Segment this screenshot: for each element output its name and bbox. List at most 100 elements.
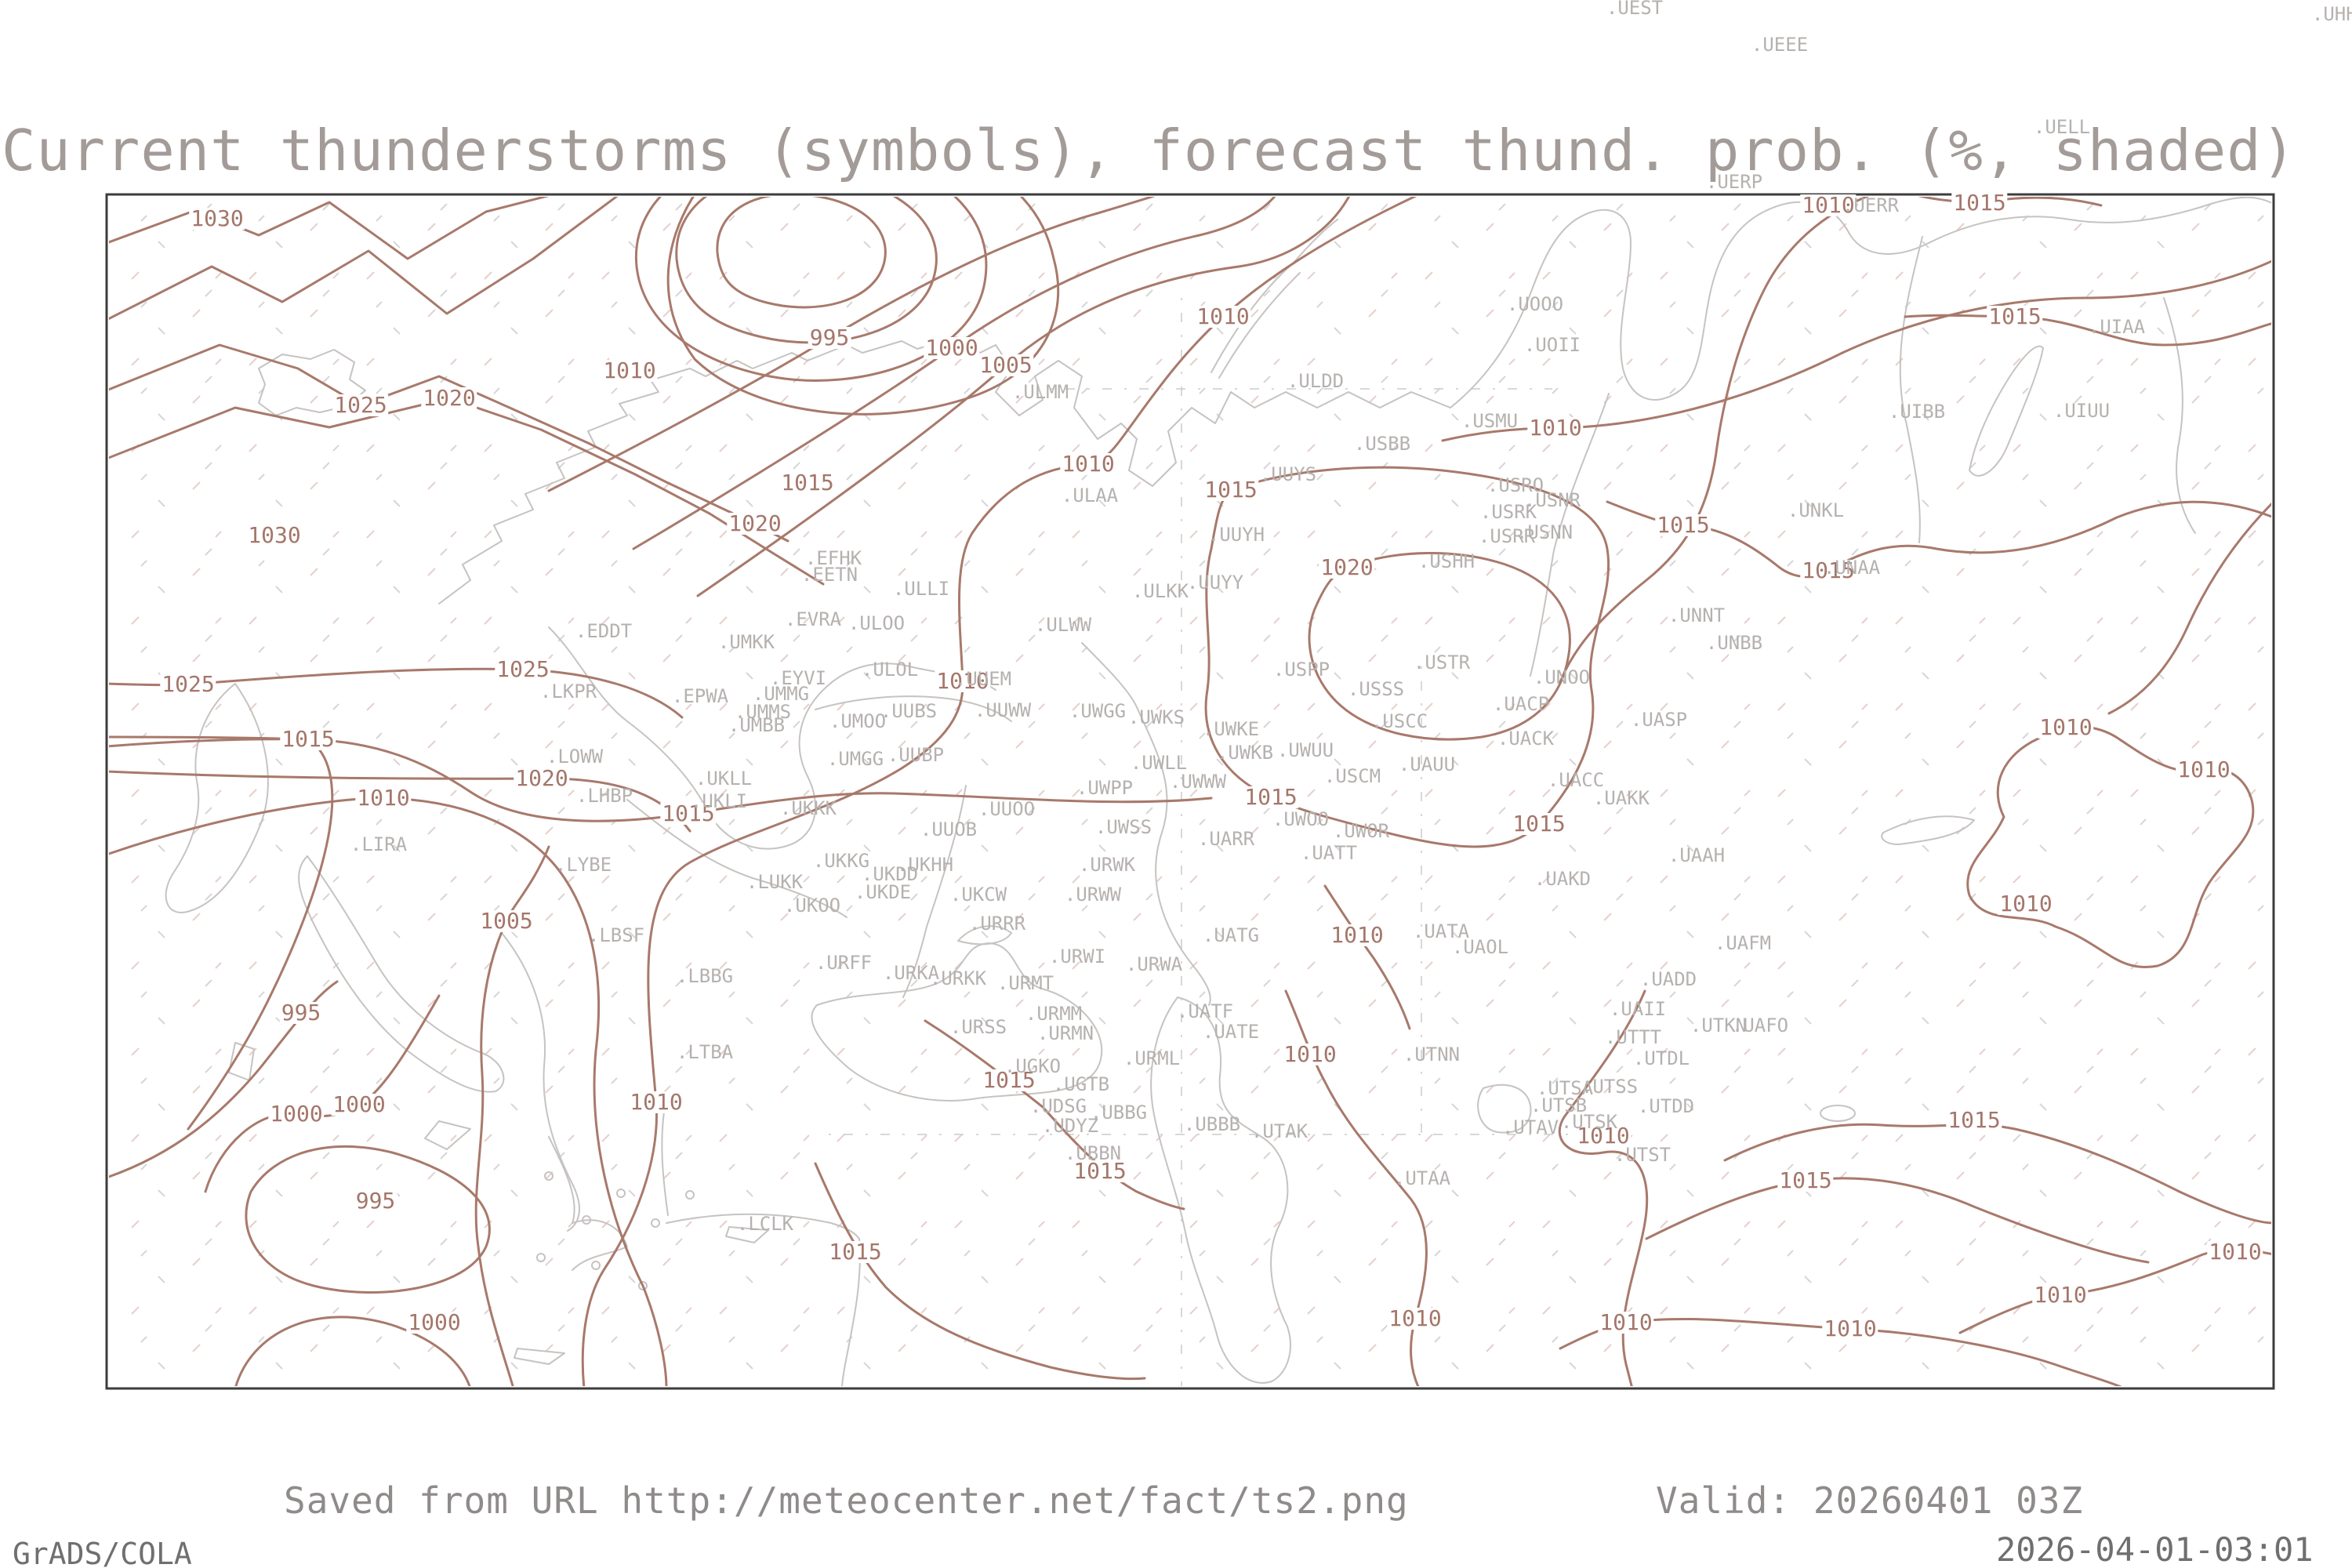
contour-label: 1000 xyxy=(268,1101,325,1127)
contour-label: 1015 xyxy=(1203,477,1259,503)
station-label: .UUOO xyxy=(978,798,1036,820)
station-label: .UNKL xyxy=(1787,499,1845,521)
station-label: .LHBP xyxy=(575,785,633,807)
map-layers xyxy=(109,197,2271,1386)
contour-label: 1005 xyxy=(978,352,1034,378)
station-label: .USNN xyxy=(1515,521,1573,543)
contour-label: 1010 xyxy=(2032,1282,2089,1308)
station-label: .EVRA xyxy=(784,608,842,630)
contour-label: 1010 xyxy=(601,358,658,383)
station-label: .URSS xyxy=(949,1016,1007,1038)
grads-credit-text: GrADS/COLA xyxy=(13,1537,192,1568)
station-label: .UTDD xyxy=(1637,1095,1695,1117)
station-label: .UACP xyxy=(1492,693,1550,715)
station-label: .UMMS xyxy=(734,701,792,723)
station-label: .UWLL xyxy=(1130,752,1188,774)
contour-label: 995 xyxy=(808,325,851,350)
station-label: .UDSG xyxy=(1029,1095,1087,1117)
station-label: .URMT xyxy=(996,972,1054,994)
station-label: .URWW xyxy=(1064,884,1122,906)
station-label: .UTST xyxy=(1613,1144,1671,1166)
station-label: .ULAA xyxy=(1061,485,1119,506)
station-label: .UAKD xyxy=(1534,868,1592,890)
station-label: .UAOL xyxy=(1451,936,1509,958)
station-label: .UATT xyxy=(1300,842,1358,864)
station-label: .EYVI xyxy=(769,667,827,689)
station-label: .UWOR xyxy=(1332,820,1390,842)
station-label: .UAII xyxy=(1609,998,1667,1020)
station-label: .UUBS xyxy=(880,700,938,722)
station-label: .ULDD xyxy=(1287,370,1345,392)
station-label: .UWSS xyxy=(1094,816,1152,838)
station-label: .UNAA xyxy=(1823,557,1881,579)
contour-label: 1005 xyxy=(478,908,535,934)
station-label: .UAAH xyxy=(1668,844,1726,866)
station-label: .UUWW xyxy=(974,699,1032,721)
contour-label: 1010 xyxy=(1195,303,1251,329)
station-label: .UWPP xyxy=(1076,777,1134,799)
station-label: .UOII xyxy=(1523,334,1581,356)
station-label: .URMN xyxy=(1036,1022,1094,1044)
station-label: .UATG xyxy=(1202,924,1260,946)
station-label: .ULWW xyxy=(1034,614,1092,636)
station-label: .UTAV xyxy=(1501,1116,1559,1138)
station-label: .UKLI xyxy=(690,790,748,812)
contour-label: 1010 xyxy=(1527,415,1584,441)
station-label: .URML xyxy=(1123,1047,1181,1069)
station-label: .UKKG xyxy=(812,850,870,872)
station-label: .UTKN xyxy=(1690,1014,1748,1036)
station-label: .USNR xyxy=(1523,489,1581,511)
station-label: .UTSK xyxy=(1560,1111,1618,1133)
station-label: .ULLI xyxy=(892,578,950,600)
station-label: .UUYS xyxy=(1259,463,1317,485)
valid-time-text: Valid: 20260401 03Z xyxy=(1656,1479,2084,1522)
contour-label: 1000 xyxy=(331,1091,387,1117)
station-label: .UWOO xyxy=(1272,808,1330,830)
station-label: .UADD xyxy=(1639,968,1697,990)
station-label: .UTSA xyxy=(1536,1077,1594,1099)
station-label: .LYBE xyxy=(554,854,612,876)
station-label: .UIBB xyxy=(1888,401,1946,423)
station-label: .UWKS xyxy=(1127,706,1185,728)
station-label: .UASP xyxy=(1630,709,1688,731)
contour-label: 1010 xyxy=(935,668,991,694)
station-label: .UAKK xyxy=(1592,787,1650,809)
contour-label: 1010 xyxy=(1329,922,1385,948)
station-label: .UTNN xyxy=(1403,1044,1461,1065)
station-label: .UEST xyxy=(1606,0,1664,19)
station-label: .UELL xyxy=(2033,116,2091,138)
station-label: .UACK xyxy=(1497,728,1555,750)
station-label: .URKA xyxy=(882,962,940,984)
contour-label: 1020 xyxy=(514,765,570,791)
station-label: .URKK xyxy=(929,967,987,989)
contour-label: 1025 xyxy=(332,392,389,418)
contour-label: 1010 xyxy=(628,1089,684,1115)
station-label: .URRR xyxy=(968,913,1026,935)
station-label: .UMGG xyxy=(826,748,884,770)
contour-label: 1010 xyxy=(2176,757,2232,782)
station-label: .EPWA xyxy=(671,685,729,707)
station-label: .LUKK xyxy=(746,871,804,893)
contour-label: 1020 xyxy=(421,385,477,411)
station-label: .UACC xyxy=(1547,769,1605,791)
station-label: .UWKE xyxy=(1202,718,1260,740)
station-label: .UUYH xyxy=(1207,524,1265,546)
station-label: .EFHK xyxy=(804,547,862,569)
station-label: .ULKK xyxy=(1131,580,1189,602)
station-label: .UATE xyxy=(1202,1021,1260,1043)
station-label: .UTTT xyxy=(1604,1026,1662,1048)
contour-label: 1015 xyxy=(1243,784,1299,810)
contour-label: 1010 xyxy=(1998,891,2054,916)
station-label: .LBBG xyxy=(676,965,734,987)
station-label: .UMOO xyxy=(829,710,887,732)
contour-label: 1010 xyxy=(2207,1239,2263,1265)
station-label: .UAFO xyxy=(1731,1014,1789,1036)
station-label: .USCC xyxy=(1370,710,1428,732)
station-label: .ULOO xyxy=(848,612,906,634)
station-label: .UKOO xyxy=(783,895,841,916)
station-label: .UUYY xyxy=(1186,572,1244,593)
station-label: .UGTB xyxy=(1052,1073,1110,1095)
station-label: .UDYZ xyxy=(1041,1115,1099,1137)
contour-label: 1020 xyxy=(1319,554,1375,580)
